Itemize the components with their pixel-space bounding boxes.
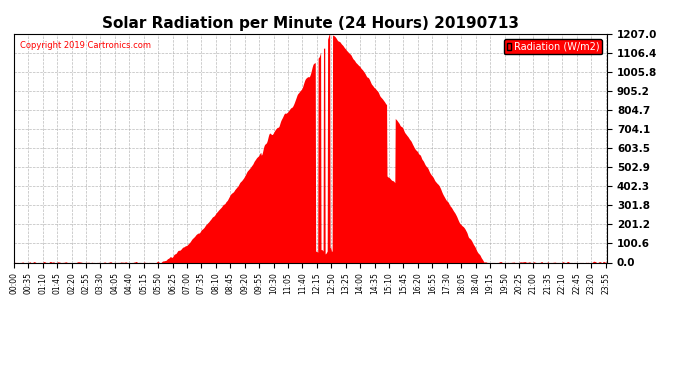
Legend: Radiation (W/m2): Radiation (W/m2) — [504, 39, 602, 54]
Text: Copyright 2019 Cartronics.com: Copyright 2019 Cartronics.com — [20, 40, 150, 50]
Title: Solar Radiation per Minute (24 Hours) 20190713: Solar Radiation per Minute (24 Hours) 20… — [102, 16, 519, 31]
